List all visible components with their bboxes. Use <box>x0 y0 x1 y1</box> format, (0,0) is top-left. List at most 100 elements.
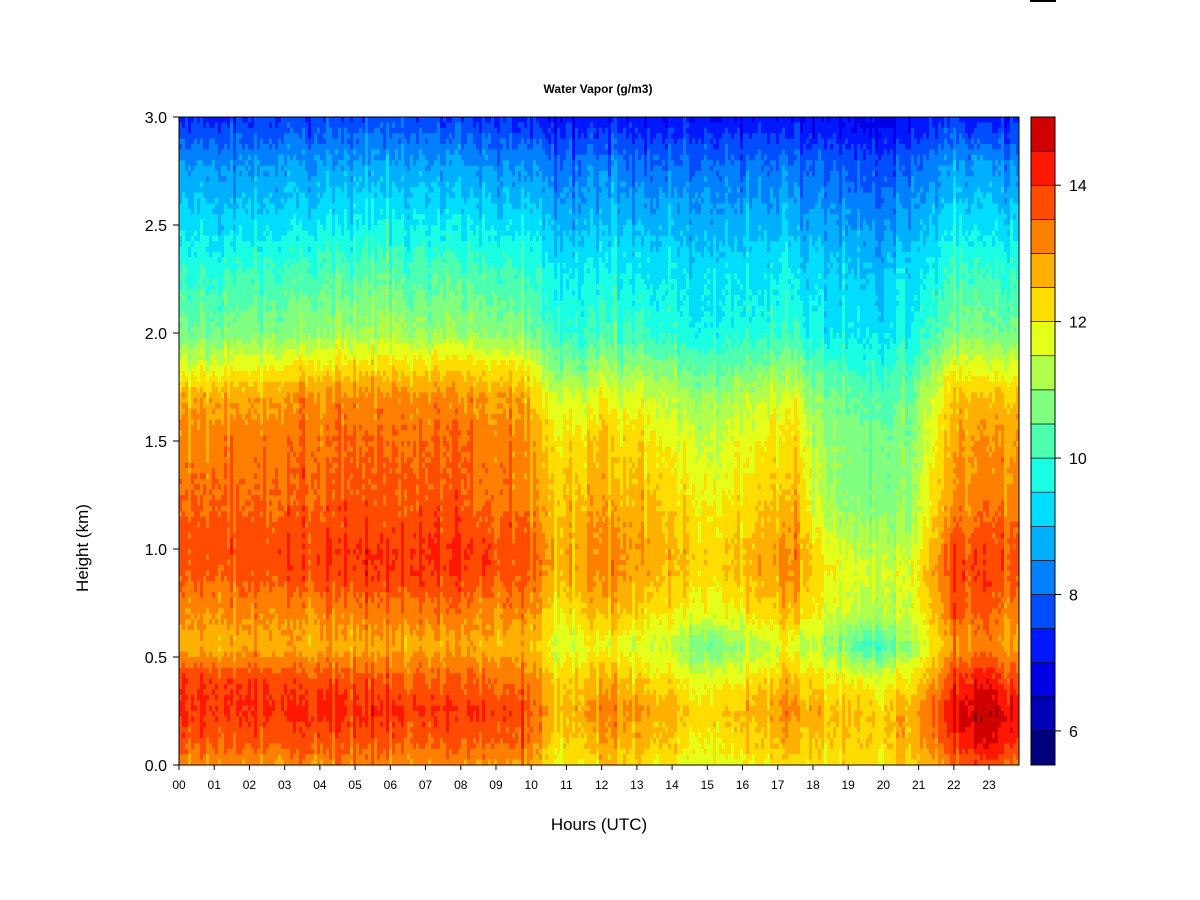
heatmap-cell <box>305 144 309 172</box>
heatmap-cell <box>341 257 345 264</box>
heatmap-cell <box>527 149 531 177</box>
heatmap-cell <box>251 268 255 280</box>
heatmap-cell <box>596 424 600 442</box>
heatmap-cell <box>257 252 261 275</box>
heatmap-cell <box>599 214 603 221</box>
heatmap-cell <box>380 700 384 717</box>
heatmap-cell <box>317 554 321 566</box>
heatmap-cell <box>446 694 450 734</box>
heatmap-cell <box>419 522 423 588</box>
heatmap-cell <box>359 176 363 183</box>
heatmap-cell <box>275 522 279 577</box>
heatmap-cell <box>596 694 600 734</box>
heatmap-cell <box>572 214 576 221</box>
heatmap-cell <box>368 171 372 177</box>
heatmap-cell <box>590 662 594 701</box>
heatmap-cell <box>371 198 375 237</box>
heatmap-cell <box>485 516 489 523</box>
heatmap-cell <box>545 754 549 761</box>
heatmap-cell <box>239 689 243 696</box>
heatmap-cell <box>350 700 354 717</box>
heatmap-cell <box>230 646 234 653</box>
heatmap-cell <box>437 705 441 712</box>
heatmap-cell <box>191 424 195 464</box>
heatmap-cell <box>347 160 351 167</box>
heatmap-cell <box>548 133 552 145</box>
heatmap-cell <box>368 549 372 561</box>
heatmap-cell <box>440 284 444 329</box>
heatmap-cell <box>218 252 222 258</box>
heatmap-cell <box>539 754 543 761</box>
heatmap-cell <box>350 716 354 723</box>
heatmap-cell <box>506 397 510 404</box>
heatmap-column <box>524 117 528 765</box>
heatmap-cell <box>347 138 351 145</box>
heatmap-cell <box>593 754 597 765</box>
heatmap-cell <box>230 408 234 415</box>
heatmap-cell <box>395 165 399 188</box>
heatmap-cell <box>410 597 414 636</box>
heatmap-cell <box>431 694 435 701</box>
heatmap-cell <box>578 624 582 669</box>
heatmap-cell <box>494 743 498 761</box>
heatmap-cell <box>356 138 360 145</box>
heatmap-cell <box>212 689 216 696</box>
heatmap-cell <box>305 586 309 593</box>
heatmap-cell <box>209 673 213 680</box>
heatmap-cell <box>206 608 210 658</box>
heatmap-cell <box>602 338 606 356</box>
heatmap-cell <box>218 117 222 134</box>
heatmap-column <box>434 117 438 765</box>
heatmap-cell <box>233 549 237 555</box>
heatmap-cell <box>329 468 333 474</box>
heatmap-cell <box>251 117 255 129</box>
heatmap-cell <box>440 171 444 183</box>
heatmap-cell <box>449 284 453 291</box>
heatmap-cell <box>575 154 579 167</box>
heatmap-cell <box>392 700 396 717</box>
heatmap-cell <box>314 478 318 491</box>
heatmap-cell <box>221 225 225 231</box>
heatmap-cell <box>221 387 225 393</box>
heatmap-cell <box>584 387 588 404</box>
heatmap-cell <box>578 732 582 761</box>
heatmap-cell <box>416 576 420 599</box>
heatmap-cell <box>254 613 258 620</box>
heatmap-cell <box>479 295 483 302</box>
heatmap-cell <box>332 484 336 491</box>
heatmap-cell <box>395 289 399 323</box>
heatmap-cell <box>368 349 372 366</box>
heatmap-cell <box>584 505 588 512</box>
heatmap-cell <box>215 203 219 215</box>
heatmap-cell <box>254 414 258 420</box>
heatmap-cell <box>566 365 570 372</box>
heatmap-cell <box>257 241 261 248</box>
heatmap-cell <box>308 219 312 237</box>
heatmap-cell <box>491 748 495 765</box>
heatmap-cell <box>470 225 474 231</box>
heatmap-cell <box>212 581 216 593</box>
heatmap-cell <box>350 322 354 334</box>
heatmap-cell <box>494 694 498 744</box>
heatmap-cell <box>482 273 486 280</box>
heatmap-cell <box>485 354 489 366</box>
heatmap-cell <box>500 187 504 221</box>
heatmap-cell <box>305 295 309 339</box>
heatmap-column <box>440 117 444 765</box>
heatmap-cell <box>269 397 273 410</box>
heatmap-cell <box>434 651 438 680</box>
heatmap-cell <box>461 198 465 210</box>
heatmap-cell <box>512 311 516 339</box>
heatmap-cell <box>521 360 525 377</box>
heatmap-cell <box>353 181 357 188</box>
heatmap-cell <box>206 235 210 248</box>
heatmap-cell <box>548 651 552 658</box>
heatmap-cell <box>473 738 477 744</box>
heatmap-cell <box>416 414 420 480</box>
heatmap-cell <box>263 171 267 177</box>
heatmap-cell <box>443 597 447 626</box>
heatmap-cell <box>359 640 363 658</box>
heatmap-cell <box>233 581 237 593</box>
heatmap-cell <box>494 203 498 231</box>
heatmap-cell <box>584 462 588 469</box>
